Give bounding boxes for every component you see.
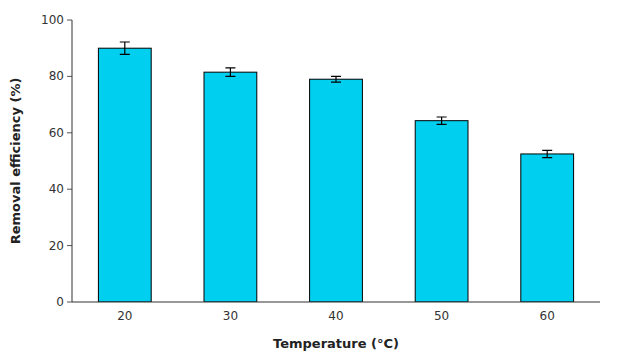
y-tick (67, 132, 72, 133)
error-bar-line (542, 150, 552, 157)
error-bar-line (120, 42, 130, 54)
y-tick-label: 40 (49, 182, 64, 196)
y-tick (67, 20, 72, 21)
chart-container: 0 20 40 60 80 100 20 30 40 50 60 Temperature (°C) Re… (0, 0, 620, 360)
error-bar-line (331, 76, 341, 82)
error-bar (120, 42, 130, 54)
bar (415, 121, 468, 302)
y-tick-label: 80 (49, 69, 64, 83)
chart-svg: 0 20 40 60 80 100 20 30 40 50 60 Temperature (°C) Re… (0, 0, 620, 360)
error-bar (225, 68, 235, 76)
y-tick-label: 60 (49, 126, 64, 140)
bar (204, 72, 257, 302)
y-tick-label: 20 (49, 239, 64, 253)
y-axis-line (72, 20, 73, 302)
x-tick-label: 40 (328, 309, 343, 323)
bars (98, 42, 573, 302)
x-axis-line (72, 302, 600, 303)
error-bar (331, 76, 341, 82)
error-bar (542, 150, 552, 157)
bar (310, 79, 363, 302)
x-tick-label: 20 (117, 309, 132, 323)
bar (521, 154, 574, 302)
y-axis-label: Removal efficiency (%) (8, 78, 23, 245)
error-bar (437, 117, 447, 124)
x-axis: 20 30 40 50 60 (117, 309, 555, 323)
x-axis-label: Temperature (°C) (273, 336, 399, 351)
y-tick (67, 245, 72, 246)
y-axis: 0 20 40 60 80 100 (41, 13, 72, 309)
error-bar-line (437, 117, 447, 124)
y-tick (67, 189, 72, 190)
y-tick (67, 76, 72, 77)
error-bar-line (225, 68, 235, 76)
y-tick (67, 302, 72, 303)
y-tick-label: 0 (56, 295, 64, 309)
x-tick-label: 50 (434, 309, 449, 323)
x-tick-label: 60 (540, 309, 555, 323)
x-tick-label: 30 (223, 309, 238, 323)
y-tick-label: 100 (41, 13, 64, 27)
bar (98, 48, 151, 302)
